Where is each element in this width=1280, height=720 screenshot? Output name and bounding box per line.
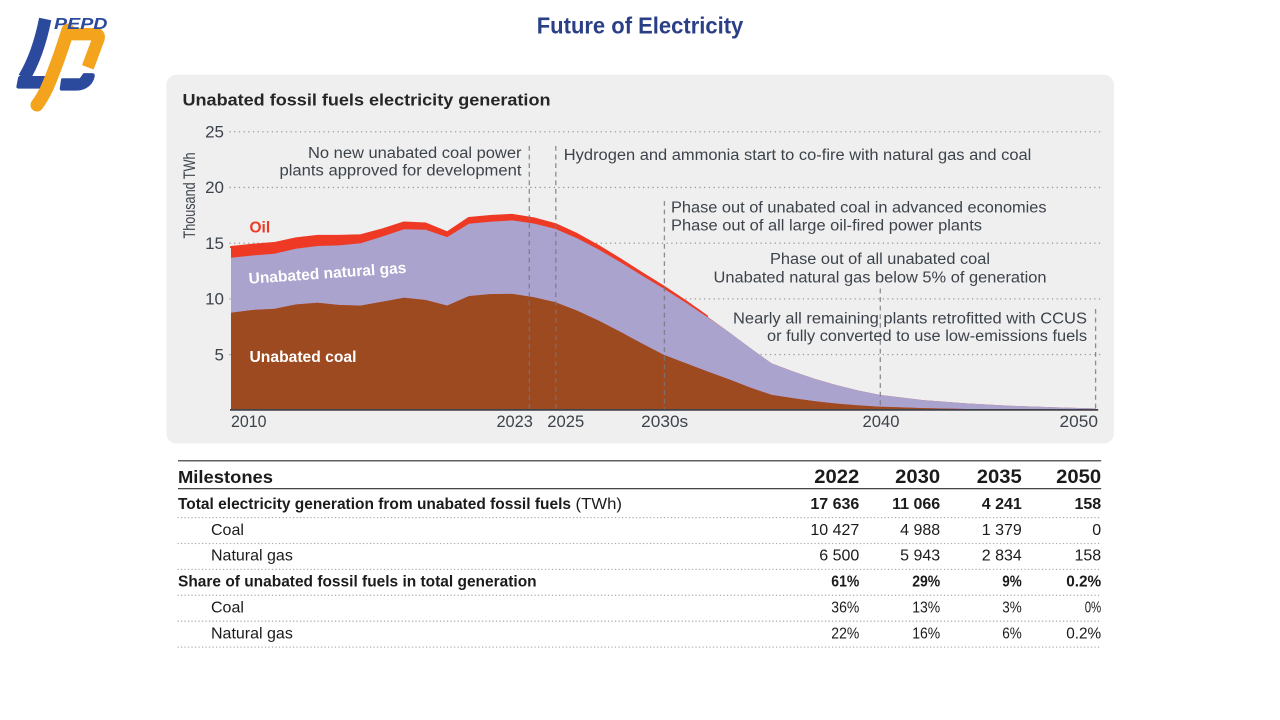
svg-text:PEPD: PEPD: [54, 16, 108, 33]
svg-text:2035: 2035: [977, 467, 1022, 488]
svg-text:5 943: 5 943: [900, 548, 940, 565]
svg-text:36%: 36%: [831, 600, 859, 617]
svg-text:2023: 2023: [496, 412, 533, 431]
svg-text:Natural gas: Natural gas: [211, 548, 293, 565]
svg-text:13%: 13%: [912, 600, 940, 617]
svg-text:2010: 2010: [231, 412, 267, 431]
svg-text:2 834: 2 834: [982, 548, 1022, 565]
svg-text:16%: 16%: [912, 625, 940, 642]
svg-text:17 636: 17 636: [810, 496, 859, 513]
svg-text:Phase out of all unabated coal: Phase out of all unabated coal: [770, 251, 990, 268]
svg-text:Unabated natural gas below 5%: Unabated natural gas below 5% of generat…: [714, 270, 1047, 287]
svg-text:9%: 9%: [1002, 574, 1022, 591]
svg-text:0: 0: [1092, 522, 1101, 539]
svg-text:Thousand TWh: Thousand TWh: [180, 153, 199, 239]
svg-text:(TWh): (TWh): [576, 496, 623, 513]
svg-text:158: 158: [1074, 548, 1101, 565]
svg-text:Hydrogen and ammonia start to: Hydrogen and ammonia start to co-fire wi…: [564, 147, 1032, 164]
svg-text:10 427: 10 427: [810, 522, 859, 539]
svg-text:4 988: 4 988: [900, 522, 940, 539]
svg-text:Unabated coal: Unabated coal: [250, 349, 357, 366]
svg-text:25: 25: [205, 123, 224, 142]
svg-text:Unabated fossil fuels electric: Unabated fossil fuels electricity genera…: [183, 91, 551, 110]
svg-text:5: 5: [215, 345, 224, 364]
svg-text:2030: 2030: [895, 467, 940, 488]
svg-text:Coal: Coal: [211, 600, 244, 617]
svg-text:15: 15: [205, 234, 224, 253]
svg-text:Milestones: Milestones: [178, 467, 273, 487]
svg-text:2050: 2050: [1060, 412, 1099, 431]
svg-text:Future of Electricity: Future of Electricity: [537, 13, 744, 39]
svg-text:plants approved for developmen: plants approved for development: [280, 163, 523, 180]
svg-text:6 500: 6 500: [819, 548, 859, 565]
svg-text:2050: 2050: [1056, 467, 1101, 488]
svg-text:Phase out of all large oil-fir: Phase out of all large oil-fired power p…: [671, 218, 982, 235]
svg-text:11 066: 11 066: [892, 496, 940, 513]
svg-text:2025: 2025: [547, 412, 584, 431]
svg-text:Total electricity generation f: Total electricity generation from unabat…: [178, 496, 571, 513]
svg-text:0%: 0%: [1085, 600, 1102, 617]
svg-text:4 241: 4 241: [982, 496, 1022, 513]
svg-text:22%: 22%: [831, 625, 859, 642]
svg-text:158: 158: [1074, 496, 1101, 513]
svg-text:3%: 3%: [1002, 600, 1022, 617]
svg-text:1 379: 1 379: [982, 522, 1022, 539]
svg-text:Share of unabated fossil fuels: Share of unabated fossil fuels in total …: [178, 574, 537, 591]
svg-text:0.2%: 0.2%: [1066, 574, 1101, 591]
svg-text:Natural gas: Natural gas: [211, 625, 293, 642]
svg-text:2030s: 2030s: [641, 412, 688, 431]
svg-text:10: 10: [205, 290, 224, 309]
svg-text:29%: 29%: [912, 574, 940, 591]
svg-text:20: 20: [205, 178, 224, 197]
svg-text:61%: 61%: [831, 574, 859, 591]
svg-text:Nearly all remaining plants re: Nearly all remaining plants retrofitted …: [733, 310, 1087, 327]
svg-text:2022: 2022: [814, 467, 859, 488]
svg-text:2040: 2040: [863, 412, 900, 431]
svg-text:Oil: Oil: [250, 220, 271, 237]
svg-text:0.2%: 0.2%: [1066, 625, 1101, 642]
svg-text:Coal: Coal: [211, 522, 244, 539]
svg-text:Phase out of unabated coal in: Phase out of unabated coal in advanced e…: [671, 200, 1047, 217]
svg-text:No new unabated coal power: No new unabated coal power: [308, 145, 522, 162]
svg-text:or fully converted to use low-: or fully converted to use low-emissions …: [767, 328, 1087, 345]
svg-text:6%: 6%: [1002, 625, 1022, 642]
